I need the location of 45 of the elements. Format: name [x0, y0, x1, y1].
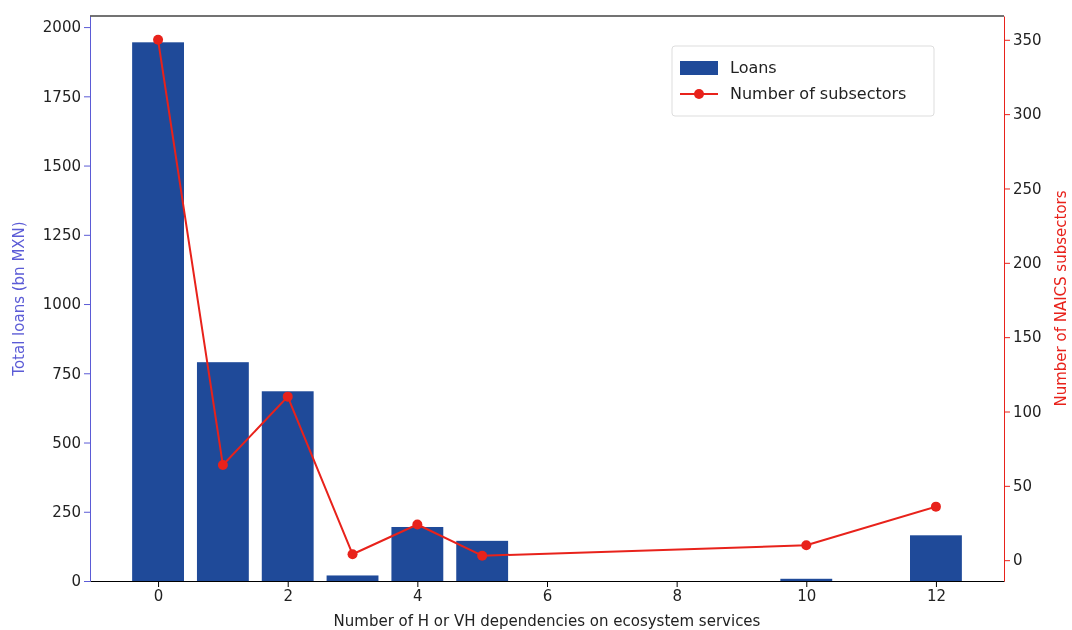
y2-tick-label: 250 — [1013, 179, 1042, 198]
y-tick-label: 1750 — [42, 87, 81, 106]
x-tick-label: 2 — [283, 586, 293, 605]
bar — [780, 578, 833, 581]
x-axis-title: Number of H or VH dependencies on ecosystem services — [333, 612, 761, 630]
x-tick-label: 4 — [413, 586, 423, 605]
y-tick-label: 0 — [71, 572, 81, 591]
y-tick-label: 1000 — [42, 295, 81, 314]
y-tick-label: 2000 — [42, 18, 81, 37]
bar — [132, 42, 184, 581]
point — [347, 549, 358, 560]
point — [217, 460, 228, 471]
y-tick-label: 500 — [52, 433, 81, 452]
x-tick-label: 10 — [797, 586, 817, 605]
point — [477, 550, 488, 561]
y2-tick-label: 100 — [1013, 402, 1042, 421]
y-tick-label: 750 — [52, 364, 81, 383]
point — [282, 391, 293, 402]
x-tick-label: 0 — [153, 586, 164, 605]
legend-label: Number of subsectors — [730, 84, 907, 103]
point — [153, 34, 164, 45]
bar — [326, 575, 379, 581]
y-tick-label: 250 — [52, 503, 81, 522]
y2-tick-label: 350 — [1013, 31, 1042, 50]
x-tick-label: 12 — [926, 586, 946, 605]
x-tick-label: 8 — [672, 586, 682, 605]
point — [930, 501, 941, 512]
bar — [910, 535, 962, 581]
y-tick-label: 1500 — [42, 156, 81, 175]
y2-tick-label: 50 — [1013, 477, 1033, 496]
bar — [196, 362, 249, 581]
legend-label: Loans — [730, 58, 777, 77]
y2-tick-label: 300 — [1013, 105, 1042, 124]
y2-tick-label: 0 — [1013, 551, 1023, 570]
y-axis-title: Total loans (bn MXN) — [10, 221, 28, 377]
x-tick-label: 6 — [542, 586, 553, 605]
y2-axis-title: Number of NAICS subsectors — [1052, 190, 1070, 407]
point — [801, 540, 812, 551]
y-tick-label: 1250 — [42, 226, 81, 245]
y2-tick-label: 150 — [1013, 328, 1042, 347]
bar — [391, 526, 444, 581]
point — [412, 519, 423, 530]
bar — [456, 540, 509, 581]
bar — [261, 391, 314, 581]
y2-tick-label: 200 — [1013, 254, 1042, 273]
